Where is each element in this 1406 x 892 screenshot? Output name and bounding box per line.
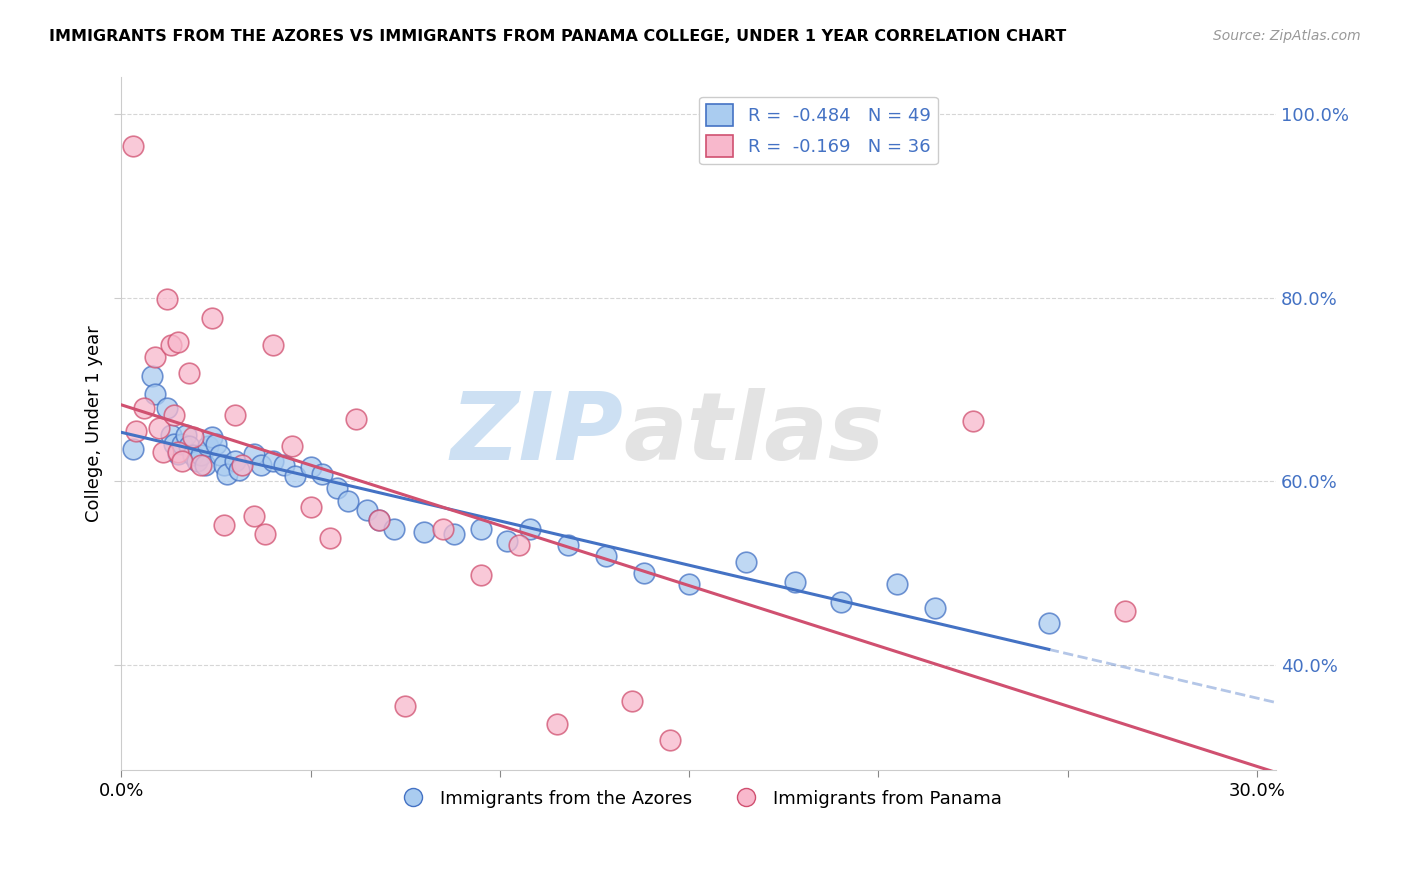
Point xyxy=(546,717,568,731)
Point xyxy=(159,338,181,352)
Point xyxy=(197,439,219,453)
Point xyxy=(508,538,530,552)
Point xyxy=(262,338,284,352)
Point xyxy=(284,469,307,483)
Point xyxy=(190,449,212,463)
Point xyxy=(344,411,367,425)
Point xyxy=(962,414,984,428)
Point xyxy=(311,467,333,481)
Point xyxy=(735,555,758,569)
Point xyxy=(205,437,228,451)
Point xyxy=(318,531,340,545)
Point xyxy=(924,600,946,615)
Point xyxy=(212,518,235,533)
Point xyxy=(163,408,186,422)
Point xyxy=(224,454,246,468)
Y-axis label: College, Under 1 year: College, Under 1 year xyxy=(86,326,103,522)
Point xyxy=(152,444,174,458)
Point xyxy=(145,387,167,401)
Point xyxy=(367,512,389,526)
Point xyxy=(633,566,655,580)
Point xyxy=(299,460,322,475)
Text: ZIP: ZIP xyxy=(451,388,624,480)
Point xyxy=(470,567,492,582)
Point xyxy=(262,454,284,468)
Point xyxy=(273,458,295,472)
Point xyxy=(659,732,682,747)
Text: Source: ZipAtlas.com: Source: ZipAtlas.com xyxy=(1213,29,1361,43)
Point xyxy=(496,533,519,548)
Point xyxy=(212,458,235,472)
Point xyxy=(413,524,436,539)
Point xyxy=(678,576,700,591)
Point xyxy=(170,437,193,451)
Point xyxy=(394,698,416,713)
Point xyxy=(174,428,197,442)
Point xyxy=(156,293,179,307)
Text: atlas: atlas xyxy=(624,388,884,480)
Point xyxy=(337,494,360,508)
Point xyxy=(470,522,492,536)
Point xyxy=(519,522,541,536)
Point xyxy=(179,366,201,380)
Point xyxy=(145,350,167,364)
Text: IMMIGRANTS FROM THE AZORES VS IMMIGRANTS FROM PANAMA COLLEGE, UNDER 1 YEAR CORRE: IMMIGRANTS FROM THE AZORES VS IMMIGRANTS… xyxy=(49,29,1067,44)
Point xyxy=(231,458,253,472)
Point xyxy=(830,595,852,609)
Point xyxy=(280,439,302,453)
Point xyxy=(621,694,644,708)
Point xyxy=(243,446,266,460)
Point xyxy=(121,139,143,153)
Point xyxy=(382,522,405,536)
Point xyxy=(121,442,143,456)
Point xyxy=(224,408,246,422)
Point xyxy=(201,430,224,444)
Point xyxy=(243,508,266,523)
Legend: Immigrants from the Azores, Immigrants from Panama: Immigrants from the Azores, Immigrants f… xyxy=(388,782,1010,815)
Point xyxy=(167,334,190,349)
Point xyxy=(163,437,186,451)
Point xyxy=(250,458,273,472)
Point xyxy=(141,368,163,383)
Point xyxy=(595,549,617,564)
Point xyxy=(201,310,224,325)
Point xyxy=(367,512,389,526)
Point xyxy=(167,446,190,460)
Point xyxy=(170,454,193,468)
Point xyxy=(208,449,231,463)
Point xyxy=(167,444,190,458)
Point xyxy=(194,458,217,472)
Point xyxy=(156,401,179,415)
Point xyxy=(557,538,579,552)
Point xyxy=(443,527,465,541)
Point xyxy=(326,482,349,496)
Point xyxy=(356,503,378,517)
Point xyxy=(125,424,148,438)
Point xyxy=(432,522,454,536)
Point xyxy=(179,439,201,453)
Point xyxy=(299,500,322,514)
Point xyxy=(217,467,239,481)
Point xyxy=(190,458,212,472)
Point xyxy=(159,428,181,442)
Point xyxy=(132,401,155,415)
Point xyxy=(785,574,807,589)
Point xyxy=(181,430,204,444)
Point xyxy=(186,454,208,468)
Point xyxy=(886,576,908,591)
Point xyxy=(181,449,204,463)
Point xyxy=(1114,604,1136,618)
Point xyxy=(254,527,277,541)
Point xyxy=(148,421,170,435)
Point xyxy=(1038,616,1060,631)
Point xyxy=(228,463,250,477)
